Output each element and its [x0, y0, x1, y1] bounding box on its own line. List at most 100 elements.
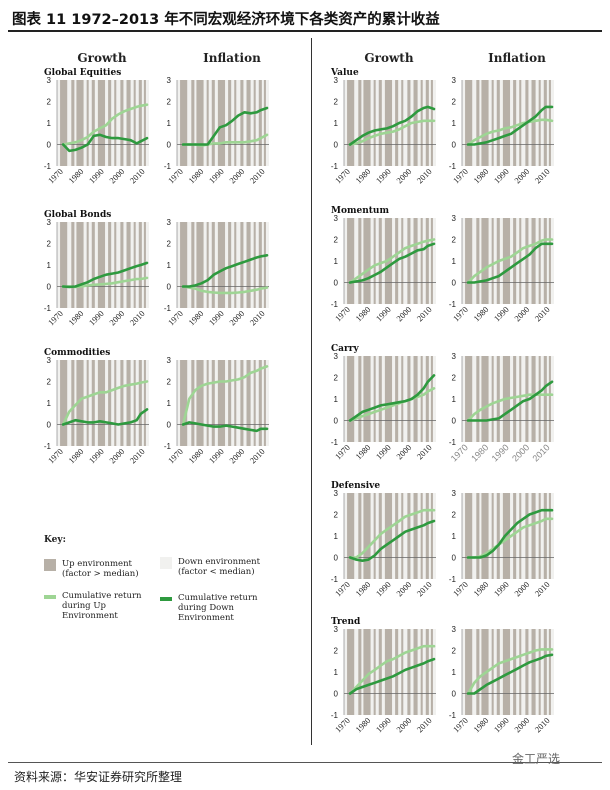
x-tick-label: 2000: [394, 442, 413, 461]
y-tick-label: 0: [452, 417, 457, 426]
up-env-band: [143, 80, 146, 166]
up-env-swatch: [44, 559, 56, 571]
up-env-band: [114, 360, 117, 446]
up-env-band: [481, 80, 489, 166]
y-tick-label: 0: [47, 421, 52, 430]
y-tick-label: 0: [334, 554, 339, 563]
y-tick-label: 1: [452, 257, 457, 266]
up-env-band: [258, 222, 262, 308]
y-tick-label: 3: [167, 218, 172, 227]
y-tick-label: 1: [334, 395, 339, 404]
up-env-band: [476, 218, 480, 304]
y-tick-label: 0: [167, 141, 172, 150]
up-env-band: [373, 493, 376, 579]
y-tick-label: -1: [331, 162, 339, 171]
up-env-band: [206, 222, 209, 308]
up-env-band: [91, 80, 95, 166]
y-tick-label: 1: [334, 532, 339, 541]
panel-label: Trend: [331, 617, 361, 627]
y-tick-label: 1: [334, 119, 339, 128]
down-line-swatch: [160, 597, 172, 601]
up-env-band: [465, 80, 473, 166]
x-tick-label: 1980: [353, 715, 372, 734]
up-env-band: [347, 80, 355, 166]
x-tick-label: 1980: [353, 166, 372, 185]
x-tick-label: 1980: [186, 308, 205, 327]
up-env-band: [86, 360, 89, 446]
up-env-band: [519, 356, 522, 442]
up-env-band: [430, 493, 433, 579]
legend-up-env-label: Up environment (factor > median): [62, 559, 139, 579]
up-env-band: [430, 629, 433, 715]
column-header-3: Growth: [364, 51, 413, 65]
x-tick-label: 1980: [186, 166, 205, 185]
legend-up-env: Up environment (factor > median): [44, 559, 154, 579]
up-env-band: [491, 80, 494, 166]
up-env-band: [114, 80, 117, 166]
down-env-cumulative-line: [466, 242, 554, 284]
up-env-band: [430, 356, 433, 442]
up-env-band: [217, 222, 226, 308]
up-env-cumulative-line: [466, 118, 554, 146]
down-env-cumulative-line: [348, 242, 436, 284]
up-env-band: [240, 80, 244, 166]
legend-down-env: Down environment (factor < median): [160, 557, 270, 577]
y-tick-label: 0: [47, 141, 52, 150]
up-env-band: [97, 80, 106, 166]
up-env-band: [138, 360, 142, 446]
x-tick-label: 2010: [530, 442, 551, 463]
x-tick-label: 1990: [374, 715, 393, 734]
up-env-band: [253, 80, 256, 166]
x-tick-label: 1990: [374, 304, 393, 323]
x-tick-label: 2010: [415, 715, 434, 734]
up-env-cumulative-line: [348, 508, 436, 559]
up-env-band: [133, 360, 136, 446]
up-env-band: [481, 218, 489, 304]
y-tick-label: 0: [47, 283, 52, 292]
legend-cum-up: Cumulative return during Up Environment: [44, 591, 154, 621]
x-tick-label: 2000: [512, 304, 531, 323]
x-tick-label: 2010: [128, 308, 147, 327]
up-env-band: [543, 629, 547, 715]
x-tick-label: 2010: [533, 304, 552, 323]
down-env-cumulative-line: [181, 106, 269, 146]
up-env-band: [465, 218, 473, 304]
y-tick-label: 2: [334, 236, 339, 245]
up-env-band: [86, 80, 89, 166]
x-tick-label: 1990: [374, 579, 393, 598]
up-env-band: [513, 493, 517, 579]
up-env-band: [491, 218, 494, 304]
up-env-band: [420, 493, 423, 579]
up-env-band: [253, 360, 256, 446]
down-env-cumulative-line: [466, 105, 554, 146]
source-note: 资料来源：华安证券研究所整理: [14, 770, 183, 784]
x-tick-label: 2010: [128, 446, 147, 465]
x-tick-label: 1990: [492, 579, 511, 598]
y-tick-label: 1: [47, 261, 52, 270]
down-env-cumulative-line: [61, 133, 149, 153]
column-header-4: Inflation: [488, 51, 546, 65]
x-tick-label: 1990: [492, 304, 511, 323]
y-tick-label: 0: [452, 690, 457, 699]
up-env-band: [538, 80, 541, 166]
y-tick-label: 2: [452, 98, 457, 107]
up-env-band: [363, 493, 371, 579]
up-env-band: [143, 222, 146, 308]
up-env-band: [378, 80, 382, 166]
up-env-band: [373, 356, 376, 442]
up-env-band: [491, 493, 494, 579]
x-tick-label: 2000: [512, 579, 531, 598]
y-tick-label: 3: [334, 625, 339, 634]
up-env-band: [263, 80, 266, 166]
up-env-band: [519, 493, 522, 579]
y-tick-label: 2: [47, 378, 52, 387]
panel-label: Defensive: [331, 481, 380, 491]
panel-label: Momentum: [331, 206, 389, 216]
x-tick-label: 1980: [66, 166, 85, 185]
up-env-band: [502, 80, 511, 166]
up-env-band: [420, 80, 423, 166]
